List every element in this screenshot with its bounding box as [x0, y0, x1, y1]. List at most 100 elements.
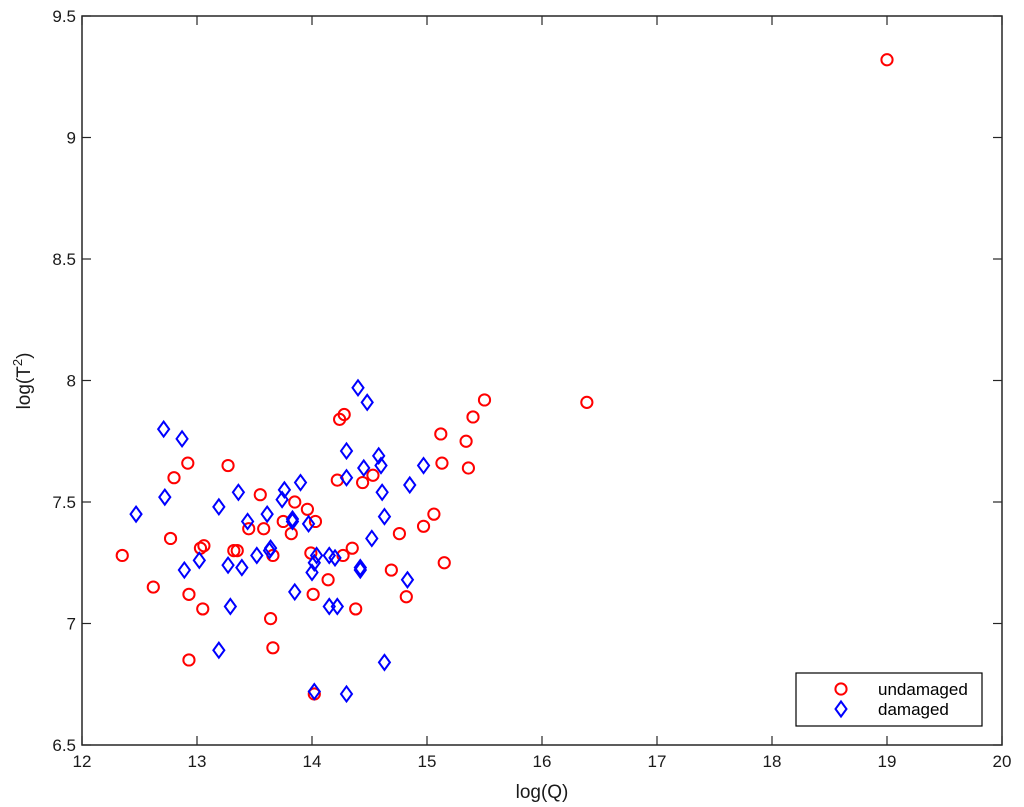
x-tick-label: 19 [878, 752, 897, 771]
data-point-damaged [307, 682, 322, 701]
legend-marker-damaged [834, 699, 848, 719]
data-point-damaged [400, 570, 415, 589]
data-point-undamaged [163, 531, 178, 546]
legend-marker-undamaged [834, 682, 848, 696]
data-point-undamaged [466, 410, 480, 424]
legend-box [795, 672, 983, 727]
data-point-undamaged [242, 522, 256, 536]
data-point-undamaged [435, 456, 449, 470]
data-point-undamaged [459, 434, 473, 448]
data-point-undamaged [288, 495, 302, 509]
data-point-undamaged [308, 514, 323, 529]
data-point-damaged [339, 441, 354, 461]
data-point-damaged [250, 546, 264, 565]
data-point-damaged [403, 475, 417, 495]
data-point-damaged [377, 653, 392, 672]
x-tick-label: 14 [303, 752, 322, 771]
legend-label-undamaged: undamaged [878, 680, 968, 699]
data-point-damaged [360, 393, 374, 412]
x-tick-label: 18 [763, 752, 782, 771]
data-point-damaged [156, 419, 171, 439]
data-point-undamaged [336, 548, 350, 563]
data-point-damaged [177, 560, 192, 580]
data-point-damaged [277, 480, 292, 500]
data-point-damaged [158, 487, 172, 507]
y-tick-label: 9.5 [52, 7, 76, 26]
data-point-undamaged [337, 407, 351, 422]
data-point-damaged [353, 560, 368, 580]
data-point-undamaged [477, 393, 492, 407]
y-axis-title-superscript: 2 [10, 359, 25, 366]
data-point-undamaged [257, 522, 271, 536]
data-point-undamaged [182, 587, 196, 601]
data-point-undamaged [306, 587, 320, 601]
data-point-damaged [339, 684, 354, 704]
data-layer [115, 53, 894, 704]
data-point-undamaged [146, 580, 160, 594]
data-point-damaged [371, 446, 386, 466]
y-axis-title-close: ) [14, 353, 35, 359]
x-tick-label: 20 [993, 752, 1012, 771]
data-point-damaged [129, 504, 143, 524]
data-point-undamaged [167, 471, 181, 485]
data-point-undamaged [196, 602, 210, 616]
data-point-damaged [231, 483, 246, 502]
legend-label-damaged: damaged [878, 700, 949, 719]
plot-area [82, 16, 1002, 745]
data-point-undamaged [399, 590, 413, 604]
y-tick-label: 9 [67, 129, 76, 148]
data-point-damaged [212, 641, 226, 660]
data-point-damaged [221, 555, 235, 575]
data-point-undamaged [221, 458, 235, 473]
x-tick-label: 13 [188, 752, 207, 771]
data-point-undamaged [366, 468, 380, 482]
data-point-undamaged [266, 641, 280, 655]
data-point-undamaged [427, 507, 441, 521]
data-point-damaged [293, 473, 308, 492]
data-point-damaged [309, 546, 324, 565]
data-point-undamaged [384, 563, 398, 577]
y-axis-title: log(T2) [10, 353, 35, 410]
legend-diamond-marker [834, 699, 848, 719]
data-point-undamaged [230, 544, 244, 558]
data-point-undamaged [264, 612, 278, 626]
data-point-undamaged [253, 488, 267, 502]
data-point-damaged [240, 512, 255, 531]
x-tick-label: 17 [648, 752, 667, 771]
data-point-damaged [365, 529, 379, 548]
data-point-undamaged [115, 548, 129, 563]
data-point-damaged [263, 538, 278, 558]
series-damaged [129, 378, 431, 704]
data-point-damaged [285, 512, 300, 531]
x-axis-title: log(Q) [516, 782, 569, 803]
data-point-damaged [235, 558, 249, 577]
data-point-damaged [285, 509, 300, 529]
data-point-damaged [175, 429, 189, 449]
data-point-damaged [260, 504, 274, 524]
x-tick-label: 12 [73, 752, 92, 771]
plot-frame [81, 15, 1003, 746]
legend-circle-marker [834, 682, 848, 696]
data-point-damaged [351, 378, 365, 397]
data-point-damaged [375, 483, 389, 502]
data-point-undamaged [197, 539, 211, 553]
data-point-undamaged [181, 456, 195, 470]
y-tick-label: 8.5 [52, 250, 76, 269]
data-point-damaged [377, 507, 392, 526]
data-point-damaged [212, 497, 226, 517]
y-tick-label: 8 [67, 372, 76, 391]
y-tick-label: 7.5 [52, 493, 76, 512]
data-point-undamaged [392, 526, 406, 541]
data-point-damaged [288, 582, 302, 602]
y-tick-label: 7 [67, 615, 76, 634]
data-point-damaged [374, 456, 388, 475]
y-axis-title-main: log(T [14, 366, 35, 410]
data-point-undamaged [321, 573, 335, 587]
data-point-undamaged [461, 461, 475, 475]
data-point-undamaged [349, 602, 363, 616]
data-point-damaged [353, 558, 368, 577]
data-point-damaged [223, 597, 238, 616]
x-tick-label: 15 [418, 752, 437, 771]
data-point-damaged [357, 458, 371, 478]
